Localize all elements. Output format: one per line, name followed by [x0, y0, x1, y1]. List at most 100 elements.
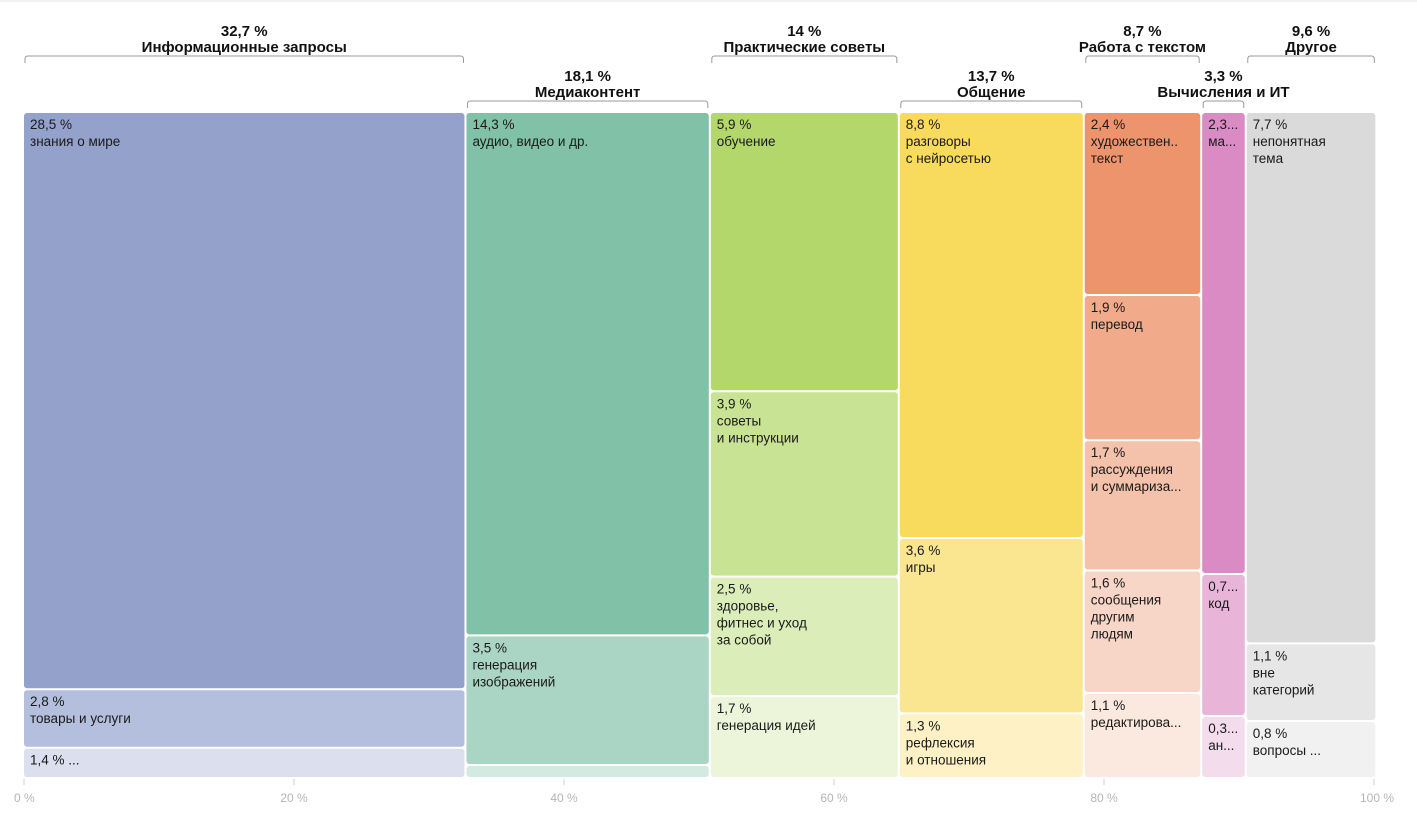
- group-7-bracket: [1247, 55, 1375, 63]
- group-4-percent: 13,7 %: [968, 68, 1015, 85]
- group-1-cell-1: 28,5 % знания о мире: [24, 113, 465, 689]
- cell-category-label: советы: [717, 413, 761, 428]
- group-4-cell-3: 1,3 % рефлексия и отношения: [899, 714, 1083, 777]
- cell-category-label: товары и услуги: [30, 711, 131, 726]
- group-6-cell-2-rect: [1202, 575, 1245, 715]
- group-3-cell-3: 2,5 % здоровье, фитнес и уход за собой: [710, 577, 898, 696]
- group-3-cell-4: 1,7 % генерация идей: [710, 697, 898, 777]
- group-3-cell-1-rect: [710, 113, 898, 391]
- cell-percent-label: 0,7...: [1208, 579, 1238, 594]
- cell-percent-label: 3,5 %: [472, 640, 507, 655]
- group-7-cell-3-rect: [1246, 722, 1376, 777]
- group-3-bracket: [711, 55, 898, 63]
- cell-percent-label: 1,1 %: [1253, 648, 1288, 663]
- treemap-cells: 28,5 % знания о мире 2,8 % товары и услуги 1…: [24, 113, 1376, 777]
- group-4-bracket: [900, 100, 1083, 108]
- group-1-bracket: [24, 55, 464, 63]
- cell-category-label: генерация идей: [717, 718, 816, 733]
- cell-category-label: художествен..: [1091, 134, 1178, 149]
- group-5-name: Работа с текстом: [1079, 39, 1206, 56]
- cell-category-label: категорий: [1253, 682, 1315, 697]
- group-4-cell-3-rect: [899, 714, 1083, 777]
- x-tick-label: 0 %: [14, 791, 35, 805]
- group-5-percent: 8,7 %: [1123, 23, 1161, 40]
- group-4-cell-2: 3,6 % игры: [899, 538, 1083, 713]
- cell-category-label: вне: [1253, 665, 1275, 680]
- group-6-cell-1: 2,3... ма...: [1202, 113, 1245, 573]
- cell-percent-label: 1,7 %: [717, 701, 752, 716]
- x-tick-label: 20 %: [280, 791, 308, 805]
- cell-category-label: людям: [1091, 626, 1133, 641]
- group-5-cell-2-rect: [1084, 295, 1201, 440]
- cell-percent-label: 1,6 %: [1091, 575, 1126, 590]
- group-1-cell-2-rect: [24, 690, 465, 747]
- group-2-cell-1: 14,3 % аудио, видео и др.: [466, 113, 709, 635]
- cell-percent-label: 0,3...: [1208, 721, 1238, 736]
- cell-category-label: разговоры: [906, 134, 971, 149]
- group-5-cell-2: 1,9 % перевод: [1084, 295, 1201, 440]
- cell-category-label: другим: [1091, 609, 1135, 624]
- cell-percent-label: 8,8 %: [906, 117, 941, 132]
- group-1-cell-3: 1,4 % ...: [24, 748, 465, 777]
- group-2-cell-3: [466, 766, 709, 777]
- group-4-name: Общение: [957, 84, 1026, 101]
- cell-percent-label: 5,9 %: [717, 117, 752, 132]
- group-3-name: Практические советы: [723, 39, 885, 56]
- group-4-cell-2-rect: [899, 538, 1083, 713]
- group-5-cell-1: 2,4 % художествен.. текст: [1084, 113, 1201, 294]
- cell-percent-label: 2,8 %: [30, 694, 65, 709]
- cell-percent-label: 2,5 %: [717, 582, 752, 597]
- group-1-cell-1-rect: [24, 113, 465, 689]
- group-1-name: Информационные запросы: [142, 39, 347, 56]
- cell-category-label: рефлексия: [906, 735, 975, 750]
- cell-percent-label: 14,3 %: [472, 117, 514, 132]
- cell-category-label: ма...: [1208, 134, 1236, 149]
- cell-category-label: обучение: [717, 134, 776, 149]
- group-2-cell-1-rect: [466, 113, 709, 635]
- cell-category-label: фитнес и уход: [717, 616, 807, 631]
- group-3-cell-1: 5,9 % обучение: [710, 113, 898, 391]
- cell-percent-label: 1,1 %: [1091, 698, 1126, 713]
- group-3-cell-4-rect: [710, 697, 898, 777]
- group-3-cell-2: 3,9 % советы и инструкции: [710, 392, 898, 576]
- cell-category-label: вопросы ...: [1253, 743, 1321, 758]
- group-6-percent: 3,3 %: [1204, 68, 1242, 85]
- group-7-cell-3: 0,8 % вопросы ...: [1246, 722, 1376, 777]
- cell-category-label: редактирова...: [1091, 715, 1182, 730]
- group-4-cell-1-rect: [899, 113, 1083, 537]
- group-2-bracket: [466, 100, 709, 108]
- cell-category-label: перевод: [1091, 317, 1143, 332]
- cell-category-label: сообщения: [1091, 592, 1161, 607]
- x-tick-label: 40 %: [550, 791, 578, 805]
- cell-percent-label: 1,9 %: [1091, 300, 1126, 315]
- group-1-cell-3-rect: [24, 748, 465, 777]
- cell-category-label: и инструкции: [717, 430, 799, 445]
- cell-category-label: и отношения: [906, 752, 986, 767]
- group-3-percent: 14 %: [787, 23, 821, 40]
- cell-percent-label: 0,8 %: [1253, 726, 1288, 741]
- group-6-cell-3-rect: [1202, 717, 1245, 777]
- group-2-cell-2: 3,5 % генерация изображений: [466, 636, 709, 765]
- group-2-cell-2-rect: [466, 636, 709, 765]
- cell-category-label: за собой: [717, 633, 772, 648]
- group-5-cell-5: 1,1 % редактирова...: [1084, 694, 1201, 777]
- cell-category-label: рассуждения: [1091, 462, 1173, 477]
- group-7-cell-1: 7,7 % непонятная тема: [1246, 113, 1376, 643]
- group-2-percent: 18,1 %: [564, 68, 611, 85]
- group-5-cell-3-rect: [1084, 441, 1201, 570]
- cell-category-label: игры: [906, 560, 936, 575]
- cell-percent-label: 1,7 %: [1091, 445, 1126, 460]
- group-6-cell-2: 0,7... код: [1202, 575, 1245, 715]
- cell-percent-label: 3,6 %: [906, 543, 941, 558]
- group-1-percent: 32,7 %: [221, 23, 268, 40]
- cell-percent-label: 1,3 %: [906, 718, 941, 733]
- group-5-cell-3: 1,7 % рассуждения и суммариза...: [1084, 441, 1201, 570]
- cell-percent-label: 2,4 %: [1091, 117, 1126, 132]
- x-tick-label: 60 %: [820, 791, 848, 805]
- x-tick-label: 80 %: [1090, 791, 1118, 805]
- cell-category-label: текст: [1091, 151, 1124, 166]
- cell-percent-label: 2,3...: [1208, 117, 1238, 132]
- cell-category-label: непонятная: [1253, 134, 1326, 149]
- group-6-bracket: [1202, 100, 1245, 108]
